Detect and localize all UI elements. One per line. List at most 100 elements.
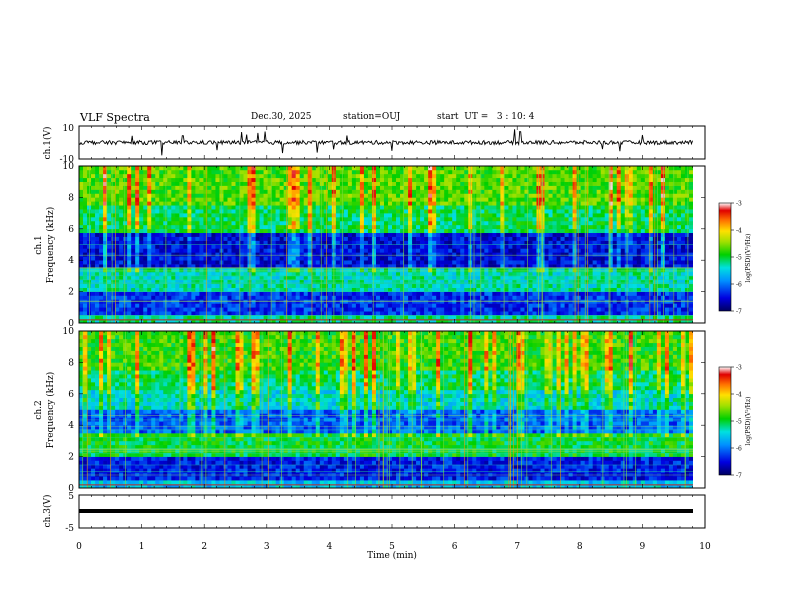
spectrogram-cell [520, 224, 525, 230]
spectrogram-cell [175, 177, 180, 182]
spectrogram-cell [83, 189, 88, 194]
spectrogram-cell [207, 287, 212, 292]
spectrogram-cell [524, 213, 529, 218]
spectrogram-cell [267, 252, 272, 257]
spectrogram-cell [175, 193, 180, 198]
spectrogram-cell [131, 295, 136, 300]
spectrogram-cell [355, 264, 361, 269]
spectrogram-cell [203, 275, 208, 281]
spectrogram-cell [351, 205, 357, 210]
spectrogram-cell [159, 197, 164, 202]
spectrogram-cell [175, 315, 180, 320]
spectrogram-cell [187, 185, 192, 190]
spectrogram-cell [267, 236, 272, 241]
spectrogram-cell [251, 189, 256, 194]
spectrogram-cell [143, 201, 148, 206]
spectrogram-cell [500, 271, 505, 277]
spectrogram-cell [171, 283, 176, 288]
spectrogram-cell [227, 169, 232, 175]
spectrogram-cell [408, 189, 413, 194]
spectrogram-cell [319, 248, 325, 253]
spectrogram-cell [107, 185, 112, 190]
spectrogram-cell [243, 166, 248, 171]
spectrogram-cell [207, 283, 212, 288]
spectrogram-cell [279, 189, 284, 194]
spectrogram-cell [315, 311, 321, 316]
spectrogram-cell [456, 217, 461, 222]
spectrogram-cell [219, 228, 224, 234]
spectrogram-cell [363, 177, 369, 182]
spectrogram-cell [524, 185, 529, 190]
spectrogram-cell [91, 260, 96, 265]
spectrogram-cell [219, 268, 224, 273]
spectrogram-cell [347, 252, 353, 257]
spectrogram-cell [131, 232, 136, 237]
spectrogram-cell [243, 319, 248, 324]
spectrogram-cell [408, 181, 413, 186]
spectrogram-cell [311, 209, 317, 214]
spectrogram-cell [263, 205, 268, 210]
spectrogram-cell [440, 169, 445, 175]
spectrogram-cell [191, 240, 196, 245]
spectrogram-cell [476, 264, 481, 269]
spectrogram-cell [343, 248, 349, 253]
spectrogram-cell [235, 244, 240, 249]
spectrogram-cell [79, 166, 84, 171]
spectrogram-cell [159, 166, 164, 171]
spectrogram-cell [472, 315, 477, 320]
spectrogram-cell [115, 252, 120, 257]
spectrogram-cell [524, 283, 529, 288]
spectrogram-cell [424, 244, 429, 249]
spectrogram-cell [159, 201, 164, 206]
spectrogram-cell [375, 315, 381, 320]
spectrogram-cell [223, 224, 228, 230]
spectrogram-cell [383, 275, 389, 281]
spectrogram-cell [103, 315, 108, 320]
spectrogram-cell [428, 213, 433, 218]
spectrogram-cell [83, 244, 88, 249]
spectrogram-cell [267, 307, 272, 312]
spectrogram-cell [251, 268, 256, 273]
spectrogram-cell [163, 209, 168, 214]
spectrogram-cell [227, 291, 232, 296]
spectrogram-cell [191, 291, 196, 296]
spectrogram-cell [287, 283, 292, 288]
spectrogram-cell [191, 181, 196, 186]
spectrogram-cell [287, 173, 292, 179]
spectrogram-cell [99, 260, 104, 265]
spectrogram-cell [560, 185, 565, 190]
spectrogram-cell [315, 169, 321, 175]
spectrogram-cell [215, 283, 220, 288]
spectrogram-cell [500, 275, 505, 281]
spectrogram-cell [143, 256, 148, 261]
spectrogram-cell [255, 291, 260, 296]
spectrogram-cell [155, 201, 160, 206]
spectrogram-cell [319, 291, 325, 296]
spectrogram-cell [183, 283, 188, 288]
spectrogram-cell [440, 232, 445, 237]
spectrogram-cell [484, 248, 489, 253]
spectrogram-cell [452, 224, 457, 230]
spectrogram-cell [255, 220, 260, 226]
spectrogram-cell [359, 166, 365, 171]
spectrogram-cell [464, 181, 469, 186]
spectrogram-cell [195, 189, 200, 194]
spectrogram-cell [359, 271, 365, 277]
spectrogram-cell [243, 197, 248, 202]
spectrogram-cell [243, 213, 248, 218]
spectrogram-cell [472, 169, 477, 175]
spectrogram-cell [428, 275, 433, 281]
spectrogram-cell [480, 268, 485, 273]
spectrogram-cell [115, 303, 120, 308]
spectrogram-cell [191, 287, 196, 292]
spectrogram-cell [400, 248, 405, 253]
spectrogram-cell [79, 201, 84, 206]
spectrogram-cell [343, 256, 349, 261]
spectrogram-cell [480, 197, 485, 202]
spectrogram-cell [191, 283, 196, 288]
spectrogram-cell [243, 173, 248, 179]
spectrogram-cell [452, 177, 457, 182]
spectrogram-cell [303, 307, 309, 312]
spectrogram-cell [199, 252, 204, 257]
spectrogram-cell [335, 271, 341, 277]
